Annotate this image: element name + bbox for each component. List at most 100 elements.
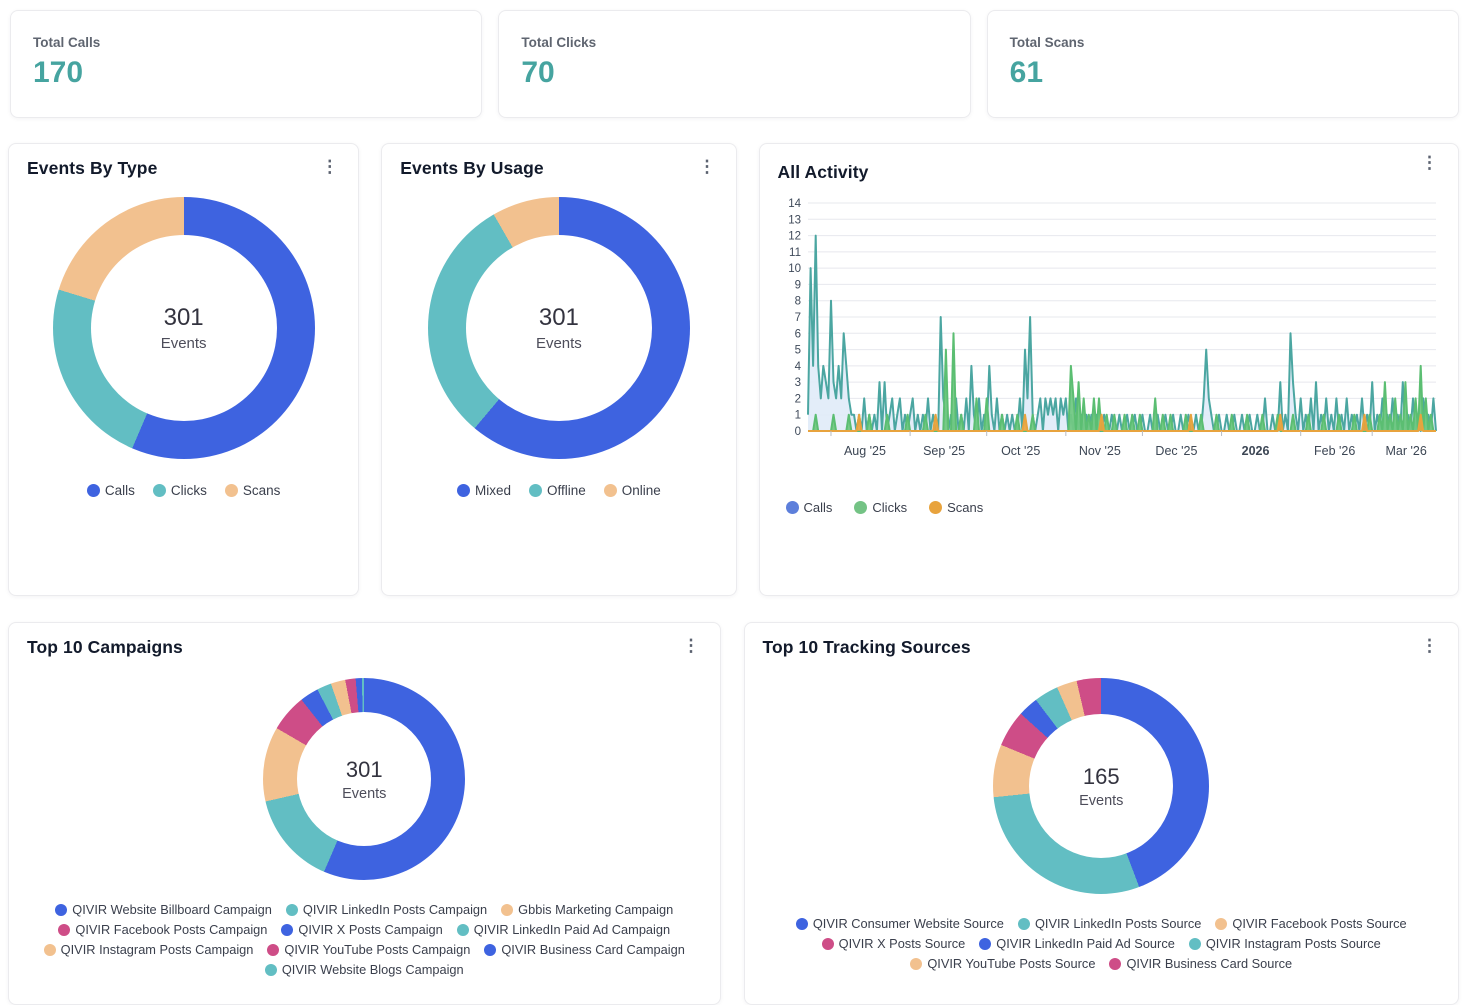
top-sources-donut: 165 Events [993, 678, 1210, 894]
donut-hole: 165 Events [1029, 714, 1174, 858]
stat-card-total-clicks: Total Clicks 70 [498, 10, 971, 118]
stat-value: 170 [33, 56, 84, 89]
legend-item[interactable]: QIVIR Instagram Posts Source [1188, 936, 1381, 951]
card-title: Events By Usage [400, 158, 544, 178]
donut-center-value: 165 [1082, 763, 1120, 789]
events-by-type-legend: Calls Clicks Scans [73, 483, 295, 498]
legend-item[interactable]: QIVIR LinkedIn Posts Campaign [285, 902, 488, 917]
legend-item[interactable]: QIVIR Instagram Posts Campaign [43, 942, 253, 957]
legend-label: QIVIR YouTube Posts Campaign [284, 942, 471, 957]
stat-label: Total Scans [1009, 35, 1085, 50]
legend-item[interactable]: QIVIR Business Card Campaign [484, 942, 685, 957]
menu-dots-icon[interactable]: ⋮ [698, 157, 716, 176]
legend-label: QIVIR Website Blogs Campaign [281, 962, 464, 977]
legend-label: QIVIR Facebook Posts Campaign [75, 922, 268, 937]
donut-center-value: 301 [538, 304, 579, 331]
all-activity-card: All Activity ⋮ 14 13 12 11 10 9 8 7 6 5 4 3 2 1 0 Aug '… [758, 143, 1459, 596]
legend-label: QIVIR Business Card Source [1126, 956, 1293, 971]
all-activity-legend: Calls Clicks Scans [785, 500, 1459, 515]
legend-dot-icon [152, 484, 166, 497]
legend-item[interactable]: Calls [86, 483, 135, 498]
legend-label: Clicks [872, 500, 908, 515]
legend-item[interactable]: Scans [224, 483, 281, 498]
legend-item[interactable]: Calls [785, 500, 833, 515]
card-title: Events By Type [27, 158, 158, 178]
legend-item[interactable]: QIVIR YouTube Posts Campaign [267, 942, 470, 957]
legend-dot-icon [58, 923, 71, 936]
legend-item[interactable]: QIVIR Business Card Source [1109, 956, 1292, 971]
donut-center-value: 301 [345, 756, 383, 782]
stat-card-row: Total Calls 170 Total Clicks 70 Total Sc… [10, 10, 1459, 118]
svg-text:Nov '25: Nov '25 [1078, 444, 1120, 458]
legend-item[interactable]: Online [603, 483, 661, 498]
legend-item[interactable]: QIVIR LinkedIn Paid Ad Campaign [456, 922, 671, 937]
svg-text:Mar '26: Mar '26 [1385, 444, 1426, 458]
svg-text:Sep '25: Sep '25 [923, 444, 965, 458]
legend-dot-icon [224, 484, 238, 497]
svg-text:Aug '25: Aug '25 [843, 444, 885, 458]
svg-text:7: 7 [794, 312, 800, 324]
all-activity-plot: 14 13 12 11 10 9 8 7 6 5 4 3 2 1 0 Aug '25 Sep '25 Oct '2… [760, 183, 1459, 494]
svg-text:12: 12 [788, 231, 801, 243]
svg-text:14: 14 [788, 198, 801, 210]
legend-dot-icon [528, 484, 542, 497]
legend-item[interactable]: QIVIR X Posts Source [821, 936, 965, 951]
legend-item[interactable]: QIVIR YouTube Posts Source [910, 956, 1095, 971]
legend-item[interactable]: Clicks [152, 483, 207, 498]
legend-dot-icon [86, 484, 100, 497]
legend-item[interactable]: QIVIR LinkedIn Paid Ad Source [979, 936, 1175, 951]
stat-value: 61 [1009, 56, 1044, 89]
menu-dots-icon[interactable]: ⋮ [1421, 636, 1438, 655]
svg-text:11: 11 [789, 247, 801, 259]
legend-dot-icon [854, 501, 868, 514]
legend-item[interactable]: Gbbis Marketing Campaign [501, 902, 673, 917]
legend-dot-icon [456, 484, 470, 497]
legend-item[interactable]: Mixed [456, 483, 511, 498]
menu-dots-icon[interactable]: ⋮ [1421, 153, 1438, 172]
stat-value: 70 [521, 56, 555, 89]
legend-label: Scans [242, 483, 281, 498]
legend-item[interactable]: Offline [528, 483, 586, 498]
menu-dots-icon[interactable]: ⋮ [682, 636, 700, 655]
svg-text:10: 10 [788, 263, 801, 275]
legend-dot-icon [795, 917, 808, 930]
legend-label: QIVIR LinkedIn Paid Ad Campaign [473, 922, 671, 937]
legend-label: QIVIR Website Billboard Campaign [72, 902, 272, 917]
legend-item[interactable]: QIVIR Website Billboard Campaign [55, 902, 272, 917]
legend-item[interactable]: QIVIR Website Blogs Campaign [264, 962, 464, 977]
legend-item[interactable]: QIVIR LinkedIn Posts Source [1017, 916, 1201, 931]
legend-dot-icon [267, 943, 280, 956]
legend-label: QIVIR Consumer Website Source [812, 916, 1004, 931]
legend-item[interactable]: Clicks [854, 500, 907, 515]
svg-text:1: 1 [794, 410, 800, 422]
legend-dot-icon [979, 937, 992, 950]
legend-label: Clicks [170, 483, 207, 498]
legend-label: QIVIR LinkedIn Posts Campaign [302, 902, 488, 917]
events-by-usage-legend: Mixed Offline Online [443, 483, 675, 498]
legend-label: Gbbis Marketing Campaign [518, 902, 674, 917]
svg-text:Feb '26: Feb '26 [1314, 444, 1355, 458]
legend-dot-icon [456, 923, 469, 936]
legend-item[interactable]: QIVIR X Posts Campaign [281, 922, 443, 937]
svg-text:5: 5 [794, 345, 800, 357]
legend-label: Calls [803, 500, 833, 515]
menu-dots-icon[interactable]: ⋮ [321, 157, 339, 176]
card-title: Top 10 Campaigns [27, 637, 183, 657]
top-campaigns-legend: QIVIR Website Billboard Campaign QIVIR Li… [24, 902, 704, 977]
legend-dot-icon [43, 943, 56, 956]
legend-item[interactable]: Scans [929, 500, 983, 515]
legend-item[interactable]: QIVIR Consumer Website Source [795, 916, 1004, 931]
svg-text:9: 9 [794, 279, 800, 291]
legend-label: QIVIR X Posts Campaign [298, 922, 443, 937]
events-by-type-card: Events By Type ⋮ 301 Events Calls Clicks S… [8, 143, 360, 596]
legend-dot-icon [1109, 957, 1122, 970]
svg-text:2026: 2026 [1241, 444, 1269, 458]
legend-item[interactable]: QIVIR Facebook Posts Campaign [58, 922, 267, 937]
legend-dot-icon [281, 923, 294, 936]
legend-item[interactable]: QIVIR Facebook Posts Source [1215, 916, 1407, 931]
stat-label: Total Calls [33, 35, 101, 50]
legend-dot-icon [264, 963, 277, 976]
top-sources-legend: QIVIR Consumer Website Source QIVIR Linke… [771, 916, 1431, 971]
donut-hole: 301 Events [90, 235, 277, 421]
